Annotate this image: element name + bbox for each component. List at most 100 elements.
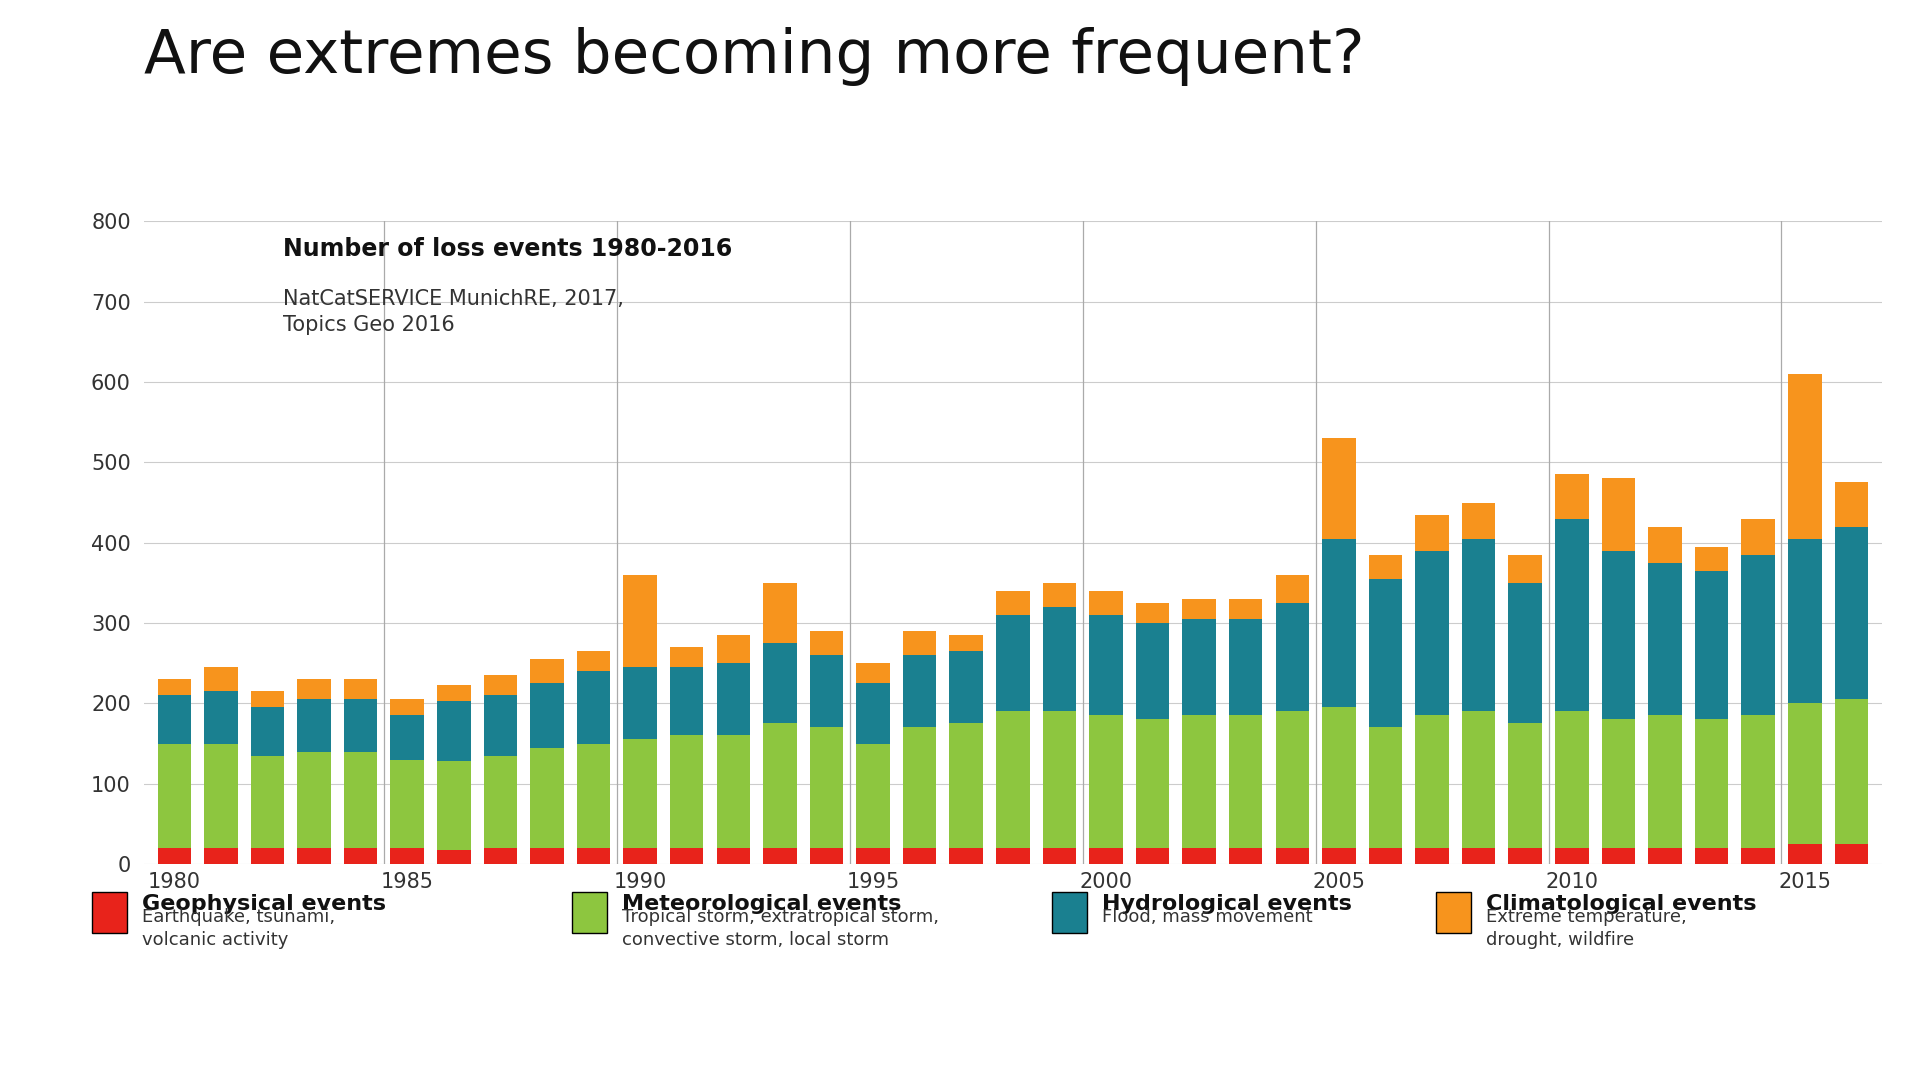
Bar: [1695, 719, 1728, 848]
Bar: [624, 740, 657, 848]
Bar: [1183, 715, 1215, 848]
Bar: [1415, 514, 1450, 551]
Bar: [1741, 848, 1774, 864]
Bar: [716, 735, 751, 848]
Bar: [344, 848, 378, 864]
Bar: [1229, 619, 1263, 715]
Bar: [762, 583, 797, 643]
Bar: [1647, 527, 1682, 563]
Bar: [484, 696, 516, 756]
Bar: [1275, 575, 1309, 603]
Bar: [484, 848, 516, 864]
Bar: [1647, 715, 1682, 848]
Bar: [1834, 483, 1868, 527]
Bar: [624, 575, 657, 667]
Bar: [1509, 848, 1542, 864]
Bar: [1369, 555, 1402, 579]
Bar: [1323, 848, 1356, 864]
Text: Are extremes becoming more frequent?: Are extremes becoming more frequent?: [144, 27, 1365, 86]
Bar: [1183, 848, 1215, 864]
Bar: [1137, 603, 1169, 623]
Bar: [950, 651, 983, 724]
Text: Flood, mass movement: Flood, mass movement: [1102, 908, 1313, 927]
Bar: [856, 663, 889, 684]
Bar: [1043, 583, 1075, 607]
Bar: [1229, 715, 1263, 848]
Text: Hydrological events: Hydrological events: [1102, 894, 1352, 914]
Bar: [1741, 715, 1774, 848]
Bar: [762, 848, 797, 864]
Bar: [996, 591, 1029, 615]
Bar: [950, 724, 983, 848]
Bar: [1089, 715, 1123, 848]
Bar: [1369, 848, 1402, 864]
Bar: [1509, 724, 1542, 848]
Text: Number of loss events 1980-2016: Number of loss events 1980-2016: [282, 238, 732, 261]
Bar: [344, 752, 378, 848]
Bar: [1601, 848, 1636, 864]
Bar: [157, 696, 192, 743]
Bar: [390, 759, 424, 848]
Bar: [530, 659, 564, 684]
Bar: [950, 848, 983, 864]
Bar: [856, 684, 889, 743]
Bar: [670, 848, 703, 864]
Bar: [856, 848, 889, 864]
Bar: [1275, 848, 1309, 864]
Bar: [1137, 719, 1169, 848]
Bar: [204, 691, 238, 743]
Bar: [1089, 848, 1123, 864]
Text: Extreme temperature,
drought, wildfire: Extreme temperature, drought, wildfire: [1486, 908, 1688, 948]
Bar: [716, 663, 751, 735]
Bar: [344, 679, 378, 700]
Bar: [438, 761, 470, 850]
Bar: [1275, 603, 1309, 712]
Bar: [810, 848, 843, 864]
Bar: [1695, 848, 1728, 864]
Bar: [1555, 474, 1588, 518]
Bar: [1601, 551, 1636, 719]
Bar: [252, 756, 284, 848]
Bar: [1555, 712, 1588, 848]
Bar: [1043, 848, 1075, 864]
Bar: [1695, 546, 1728, 571]
Bar: [902, 848, 937, 864]
Bar: [438, 850, 470, 864]
Bar: [762, 643, 797, 724]
Bar: [1183, 619, 1215, 715]
Bar: [996, 615, 1029, 712]
Bar: [390, 715, 424, 759]
Bar: [1788, 539, 1822, 703]
Bar: [1043, 712, 1075, 848]
Bar: [298, 700, 330, 752]
Bar: [624, 667, 657, 740]
Bar: [530, 848, 564, 864]
Bar: [670, 667, 703, 735]
Bar: [902, 631, 937, 656]
Bar: [1323, 707, 1356, 848]
Bar: [1415, 848, 1450, 864]
Bar: [1089, 591, 1123, 615]
Bar: [670, 647, 703, 667]
Text: Climatological events: Climatological events: [1486, 894, 1757, 914]
Bar: [762, 724, 797, 848]
Bar: [716, 848, 751, 864]
Bar: [1461, 712, 1496, 848]
Bar: [576, 651, 611, 671]
Bar: [1555, 848, 1588, 864]
Bar: [252, 691, 284, 707]
Bar: [1275, 712, 1309, 848]
Bar: [1741, 518, 1774, 555]
Bar: [298, 679, 330, 700]
Bar: [1137, 623, 1169, 719]
Bar: [1229, 848, 1263, 864]
Bar: [298, 752, 330, 848]
Bar: [1509, 583, 1542, 724]
Bar: [530, 747, 564, 848]
Bar: [530, 684, 564, 747]
Bar: [157, 743, 192, 848]
Bar: [902, 728, 937, 848]
Bar: [204, 667, 238, 691]
Bar: [1229, 599, 1263, 619]
Bar: [252, 848, 284, 864]
